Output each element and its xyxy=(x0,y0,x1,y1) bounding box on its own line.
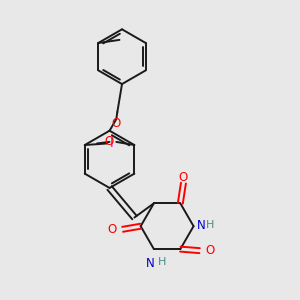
Text: O: O xyxy=(179,171,188,184)
Text: O: O xyxy=(105,135,114,148)
Text: O: O xyxy=(108,223,117,236)
Text: N: N xyxy=(197,219,206,232)
Text: I: I xyxy=(110,137,113,150)
Text: H: H xyxy=(158,257,166,267)
Text: O: O xyxy=(205,244,214,257)
Text: O: O xyxy=(112,117,121,130)
Text: N: N xyxy=(146,257,154,270)
Text: H: H xyxy=(206,220,214,230)
